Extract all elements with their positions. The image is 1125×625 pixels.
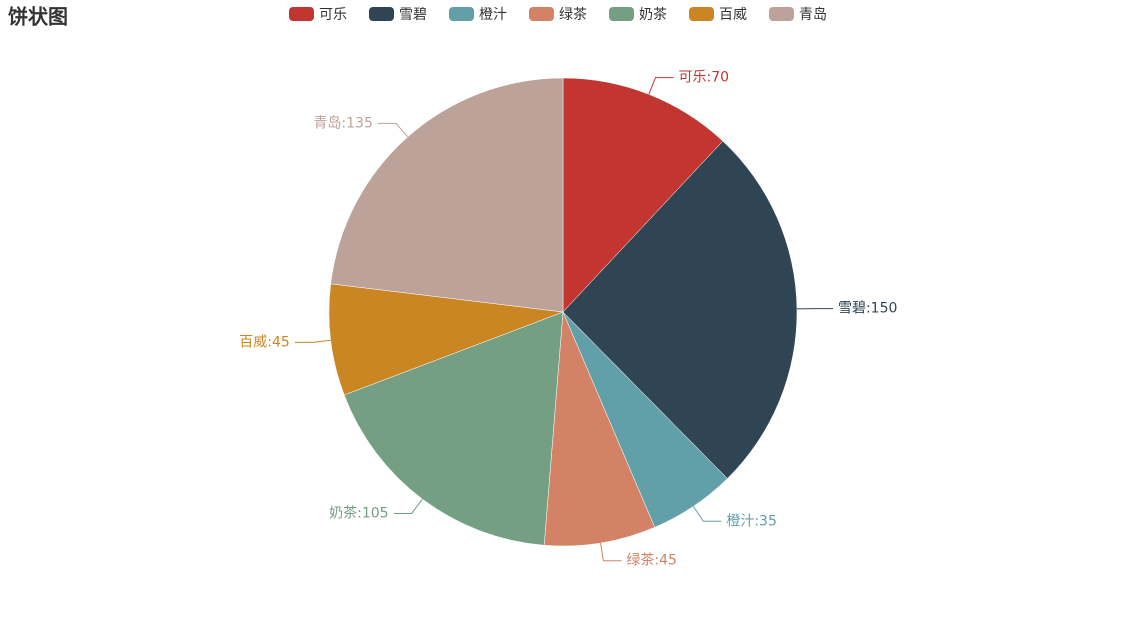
- legend-label[interactable]: 青岛: [799, 7, 827, 23]
- label-line: [600, 542, 622, 562]
- label-line: [692, 506, 722, 522]
- data-label: 绿茶:45: [626, 553, 677, 569]
- legend-swatch[interactable]: [609, 7, 634, 21]
- label-line: [377, 122, 409, 138]
- legend-label[interactable]: 奶茶: [639, 7, 667, 23]
- legend-label[interactable]: 雪碧: [399, 7, 427, 23]
- data-label: 可乐:70: [679, 70, 730, 86]
- pie-slice[interactable]: [328, 283, 564, 396]
- legend-swatch[interactable]: [769, 7, 794, 21]
- legend-swatch[interactable]: [369, 7, 394, 21]
- label-line: [648, 77, 674, 95]
- legend-label[interactable]: 橙汁: [479, 7, 507, 23]
- legend-label[interactable]: 绿茶: [559, 7, 587, 23]
- legend-swatch[interactable]: [289, 7, 314, 21]
- pie-slice[interactable]: [562, 77, 724, 313]
- legend-label[interactable]: 百威: [719, 7, 747, 23]
- data-label: 橙汁:35: [726, 513, 777, 529]
- data-label: 雪碧:150: [838, 301, 897, 317]
- pie-slice[interactable]: [562, 140, 798, 479]
- legend-swatch[interactable]: [449, 7, 474, 21]
- legend-swatch[interactable]: [689, 7, 714, 21]
- chart-title: 饼状图: [8, 5, 68, 29]
- pie-slice[interactable]: [330, 77, 564, 313]
- pie-slice[interactable]: [543, 311, 656, 547]
- legend-swatch[interactable]: [529, 7, 554, 21]
- data-label: 百威:45: [239, 334, 290, 350]
- label-line: [294, 339, 331, 343]
- legend-label[interactable]: 可乐: [319, 7, 347, 23]
- pie-slice[interactable]: [343, 311, 564, 546]
- data-label: 青岛:135: [313, 115, 372, 131]
- label-line: [393, 498, 423, 514]
- data-label: 奶茶:105: [329, 505, 388, 521]
